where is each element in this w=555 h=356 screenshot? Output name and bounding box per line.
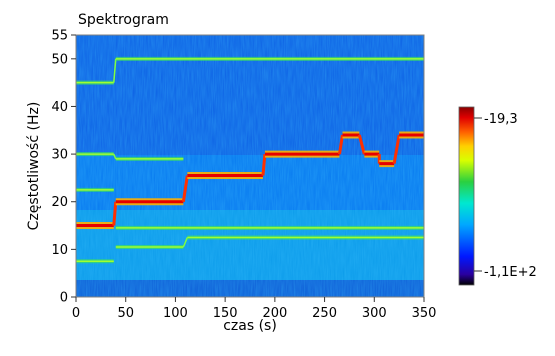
y-tick-label: 50 — [51, 52, 68, 67]
track-transition — [392, 134, 401, 164]
harmonic-tracks — [76, 56, 424, 264]
track-transition — [181, 175, 189, 202]
track-harmonic-10 — [115, 235, 424, 249]
track-harmonic-30 — [76, 152, 184, 161]
y-tick-label: 0 — [60, 291, 68, 306]
track-transition — [112, 201, 118, 226]
x-axis-ticks: 0 50 100 150 200 250 300 350 — [72, 297, 437, 321]
track-transition — [261, 153, 267, 176]
x-tick-label: 0 — [72, 306, 80, 321]
colorbar-min-label: -1,1E+2 — [484, 265, 537, 280]
x-tick-label: 100 — [163, 306, 188, 321]
y-tick-label: 30 — [51, 148, 68, 163]
plot-area — [76, 35, 424, 297]
track-transition — [113, 153, 117, 160]
y-tick-label: 20 — [51, 195, 68, 210]
y-axis-ticks: 0 10 20 30 40 50 55 — [51, 29, 76, 306]
x-tick-label: 300 — [362, 306, 387, 321]
y-tick-label: 40 — [51, 100, 68, 115]
x-tick-label: 50 — [117, 306, 134, 321]
y-tick-label: 10 — [51, 243, 68, 258]
y-axis-label: Częstotliwość (Hz) — [26, 102, 42, 231]
track-fundamental — [76, 131, 424, 230]
plot-frame — [75, 34, 425, 298]
heatmap-noise — [76, 35, 424, 297]
track-transition — [357, 134, 366, 155]
colorbar-gradient — [458, 106, 475, 286]
x-axis-label: czas (s) — [223, 318, 277, 334]
track-transition — [113, 58, 117, 83]
y-tick-label: 55 — [51, 29, 68, 44]
x-tick-label: 350 — [412, 306, 437, 321]
colorbar-max-label: -19,3 — [484, 112, 518, 127]
track-transition — [338, 134, 344, 155]
x-tick-label: 250 — [312, 306, 337, 321]
chart-title: Spektrogram — [78, 12, 169, 28]
track-transition — [182, 237, 189, 248]
x-tick-label: 200 — [262, 306, 287, 321]
colorbar: -19,3 -1,1E+2 — [458, 106, 537, 286]
track-harmonic-50 — [76, 56, 424, 85]
x-tick-label: 150 — [213, 306, 238, 321]
